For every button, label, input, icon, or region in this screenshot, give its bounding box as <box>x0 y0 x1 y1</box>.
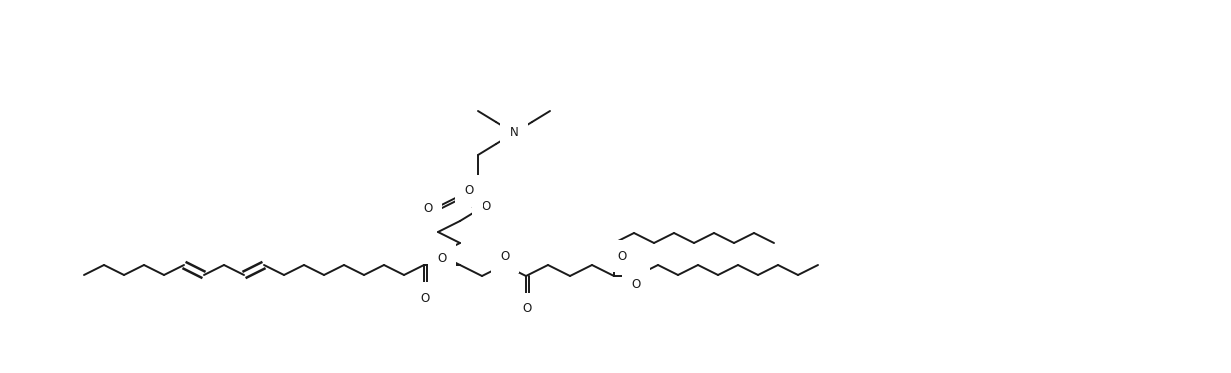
Text: O: O <box>437 251 447 264</box>
Text: N: N <box>510 126 518 140</box>
Text: O: O <box>423 201 432 214</box>
Text: O: O <box>481 201 491 213</box>
Text: O: O <box>522 303 532 316</box>
Text: O: O <box>500 251 510 263</box>
Text: O: O <box>464 185 474 197</box>
Text: O: O <box>618 250 627 263</box>
Text: O: O <box>420 292 430 304</box>
Text: O: O <box>632 278 640 291</box>
